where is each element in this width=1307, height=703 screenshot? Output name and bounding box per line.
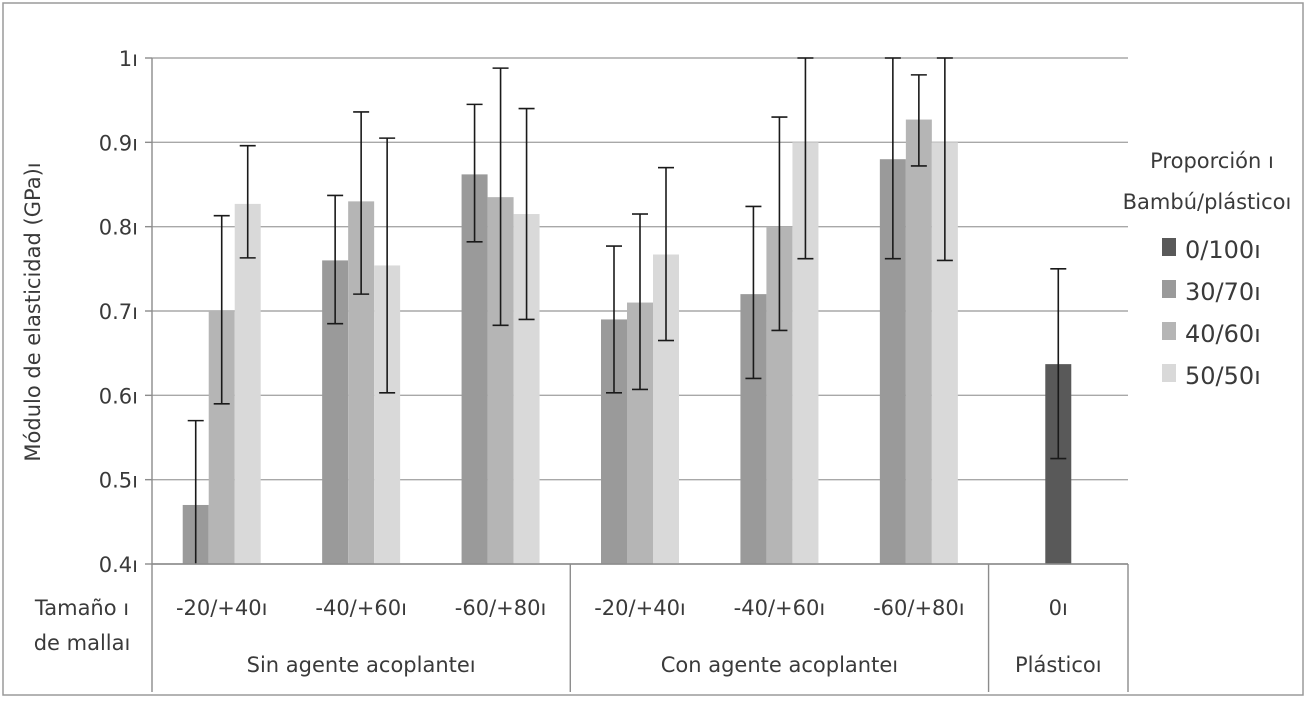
legend-title-line-2: Bambú/plásticoı xyxy=(1123,190,1292,214)
y-tick-label: 0.7ı xyxy=(99,300,138,324)
x-tick-label: -20/+40ı xyxy=(594,596,686,620)
x-axis-label-line-2: de mallaı xyxy=(34,631,131,655)
y-tick-label: 0.9ı xyxy=(99,131,138,155)
x-tick-label: -40/+60ı xyxy=(315,596,407,620)
x-tick-label: -60/+80ı xyxy=(873,596,965,620)
legend-swatch xyxy=(1162,364,1176,382)
legend-swatch xyxy=(1162,322,1176,340)
legend-swatch xyxy=(1162,238,1176,256)
y-tick-label: 0.4ı xyxy=(99,553,138,577)
y-axis-label: Módulo de elasticidad (GPa)ı xyxy=(21,162,45,461)
category-table: Tamaño ı de mallaı -20/+40ı -40/+60ı -60/+… xyxy=(34,563,1129,692)
x-tick-label: -20/+40ı xyxy=(176,596,268,620)
legend-label: 0/100ı xyxy=(1185,236,1261,264)
group-label: Plásticoı xyxy=(1015,653,1102,677)
group-label: Con agente acoplanteı xyxy=(661,653,898,677)
y-tick-label: 0.8ı xyxy=(99,216,138,240)
axes: 0.4ı 0.5ı 0.6ı 0.7ı 0.8ı 0.9ı 1ı xyxy=(99,47,153,577)
x-tick-label: -60/+80ı xyxy=(455,596,547,620)
legend-title-line-1: Proporción ı xyxy=(1150,149,1274,173)
bar xyxy=(905,119,932,565)
y-tick-label: 0.5ı xyxy=(99,469,138,493)
legend-swatch xyxy=(1162,280,1176,298)
y-tick-label: 0.6ı xyxy=(99,384,138,408)
legend-label: 30/70ı xyxy=(1185,278,1261,306)
x-axis-label-line-1: Tamaño ı xyxy=(34,596,129,620)
legend-label: 50/50ı xyxy=(1185,362,1261,390)
x-tick-label: -40/+60ı xyxy=(734,596,826,620)
bar xyxy=(234,203,261,564)
group-label: Sin agente acoplanteı xyxy=(247,653,476,677)
y-tick-label: 1ı xyxy=(119,47,138,71)
error-bars xyxy=(187,57,1067,564)
legend-label: 40/60ı xyxy=(1185,320,1261,348)
x-tick-label: 0ı xyxy=(1049,596,1068,620)
legend: Proporción ı Bambú/plásticoı 0/100ı 30/70… xyxy=(1123,149,1292,390)
